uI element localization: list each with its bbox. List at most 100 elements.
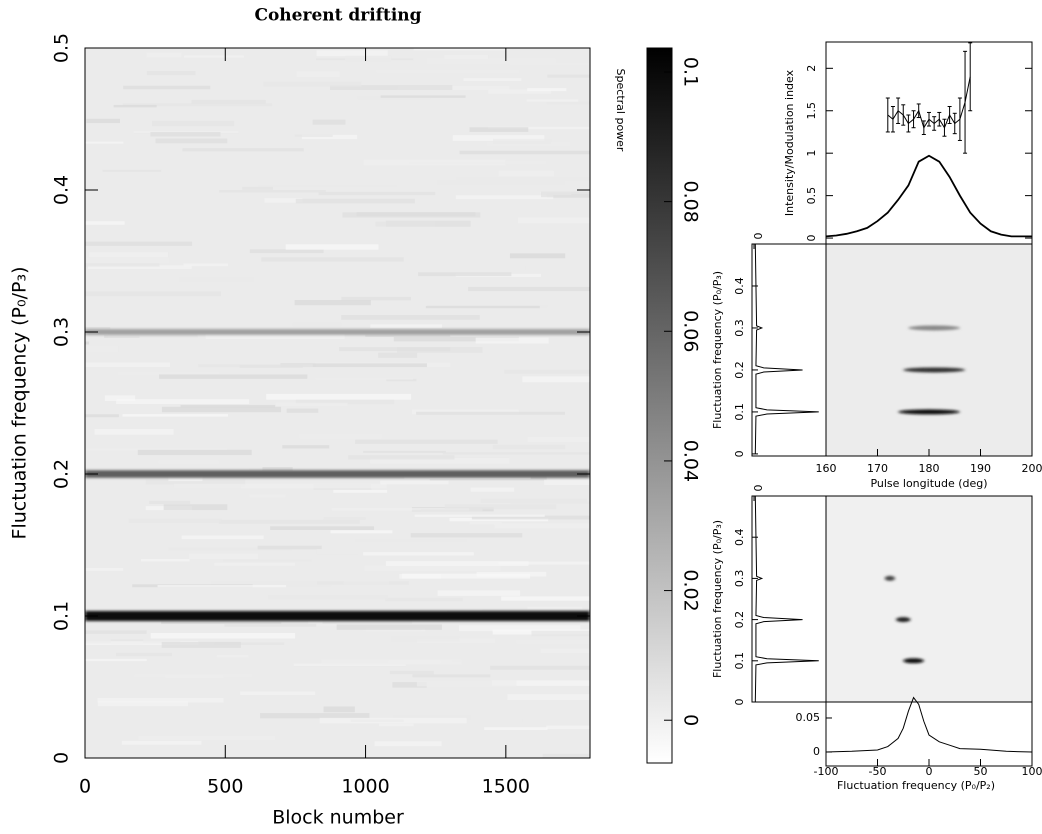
noise-streak (370, 457, 510, 464)
noise-streak (490, 665, 590, 670)
spectral-feature (896, 617, 911, 623)
noise-streak (219, 190, 326, 193)
noise-streak (261, 257, 404, 262)
colorbar-tick-label: 0.04 (680, 440, 702, 482)
noise-streak (249, 249, 324, 254)
noise-streak (469, 127, 529, 132)
noise-streak (161, 641, 241, 648)
noise-streak (240, 691, 316, 696)
colorbar-label: Spectral power (614, 69, 627, 152)
plot-frame (825, 41, 1033, 245)
y-tick-label: 0 (733, 450, 746, 457)
noise-streak (113, 104, 157, 108)
spectral-feature (908, 325, 960, 331)
spectral-feature (903, 658, 924, 664)
noise-streak (510, 501, 590, 504)
plot-frame (646, 47, 673, 764)
noise-streak (184, 55, 244, 58)
noise-streak (173, 483, 246, 488)
noise-streak (323, 517, 366, 520)
noise-streak (442, 452, 590, 455)
noise-streak (182, 148, 304, 152)
noise-streak (262, 467, 293, 471)
noise-streak (116, 652, 173, 657)
noise-streak (413, 48, 507, 51)
noise-streak (336, 624, 442, 630)
y-tick-label: 0.2 (733, 611, 746, 629)
x-axis-label: Pulse longitude (deg) (870, 477, 987, 490)
y-tick-label: 0.2 (733, 361, 746, 379)
noise-streak (355, 439, 498, 444)
noise-streak (205, 333, 345, 339)
noise-streak (214, 642, 285, 646)
x-tick-label: 180 (919, 462, 940, 475)
noise-streak (498, 561, 590, 565)
noise-streak (179, 277, 254, 282)
colorbar-tick-label: 0.02 (680, 569, 702, 611)
power-band (85, 329, 590, 335)
error-bar (890, 106, 895, 133)
noise-streak (315, 377, 414, 380)
noise-streak (546, 725, 590, 730)
noise-streak (397, 86, 510, 91)
y-tick-label: 0.05 (796, 711, 821, 724)
noise-streak (146, 71, 196, 76)
noise-streak (488, 89, 552, 94)
noise-streak (218, 519, 360, 524)
noise-streak (507, 694, 590, 700)
noise-streak (223, 559, 312, 562)
noise-streak (85, 341, 90, 345)
x-tick-label: 0 (926, 765, 933, 778)
noise-streak (385, 597, 463, 602)
y-tick-label: 1 (805, 150, 818, 157)
noise-streak (510, 62, 590, 66)
noise-streak (281, 621, 399, 626)
noise-streak (468, 286, 590, 292)
noise-streak (363, 552, 474, 556)
y-tick-label: 0 (813, 745, 820, 758)
noise-streak (275, 402, 348, 407)
noise-streak (531, 630, 590, 637)
y-axis-label: Intensity/Modulation index (783, 69, 796, 216)
error-bar (927, 111, 931, 127)
noise-streak (319, 717, 467, 724)
noise-streak (121, 740, 202, 745)
noise-streak (342, 212, 481, 218)
error-bar (947, 106, 952, 124)
noise-streak (380, 95, 466, 98)
noise-streak (484, 727, 548, 730)
noise-streak (527, 88, 567, 92)
noise-streak (437, 179, 565, 185)
noise-streak (380, 480, 449, 485)
noise-streak (542, 753, 590, 758)
noise-streak (316, 50, 388, 57)
noise-streak (339, 347, 451, 352)
noise-streak (85, 641, 199, 646)
noise-streak (409, 161, 547, 165)
noise-streak (504, 369, 590, 374)
spectrum-line (754, 243, 819, 454)
spectral-feature (903, 367, 966, 373)
noise-streak (137, 449, 252, 456)
profile-line (825, 696, 1033, 753)
error-bar (937, 111, 942, 127)
noise-streak (266, 393, 412, 400)
y-tick-label: 0.1 (51, 601, 73, 631)
x-tick-label: 1000 (341, 776, 389, 798)
noise-streak (318, 191, 436, 196)
noise-streak (294, 300, 371, 306)
noise-streak (263, 81, 362, 87)
series-line (825, 154, 1032, 238)
noise-streak (85, 241, 193, 246)
noise-streak (257, 184, 397, 188)
noise-streak (107, 332, 198, 338)
noise-streak (268, 595, 388, 600)
noise-streak (97, 700, 188, 707)
noise-streak (134, 674, 252, 678)
error-bar (916, 103, 921, 119)
noise-streak (363, 450, 446, 453)
noise-streak (133, 130, 239, 134)
noise-streak (316, 549, 359, 555)
x-tick-label: 50 (974, 765, 988, 778)
